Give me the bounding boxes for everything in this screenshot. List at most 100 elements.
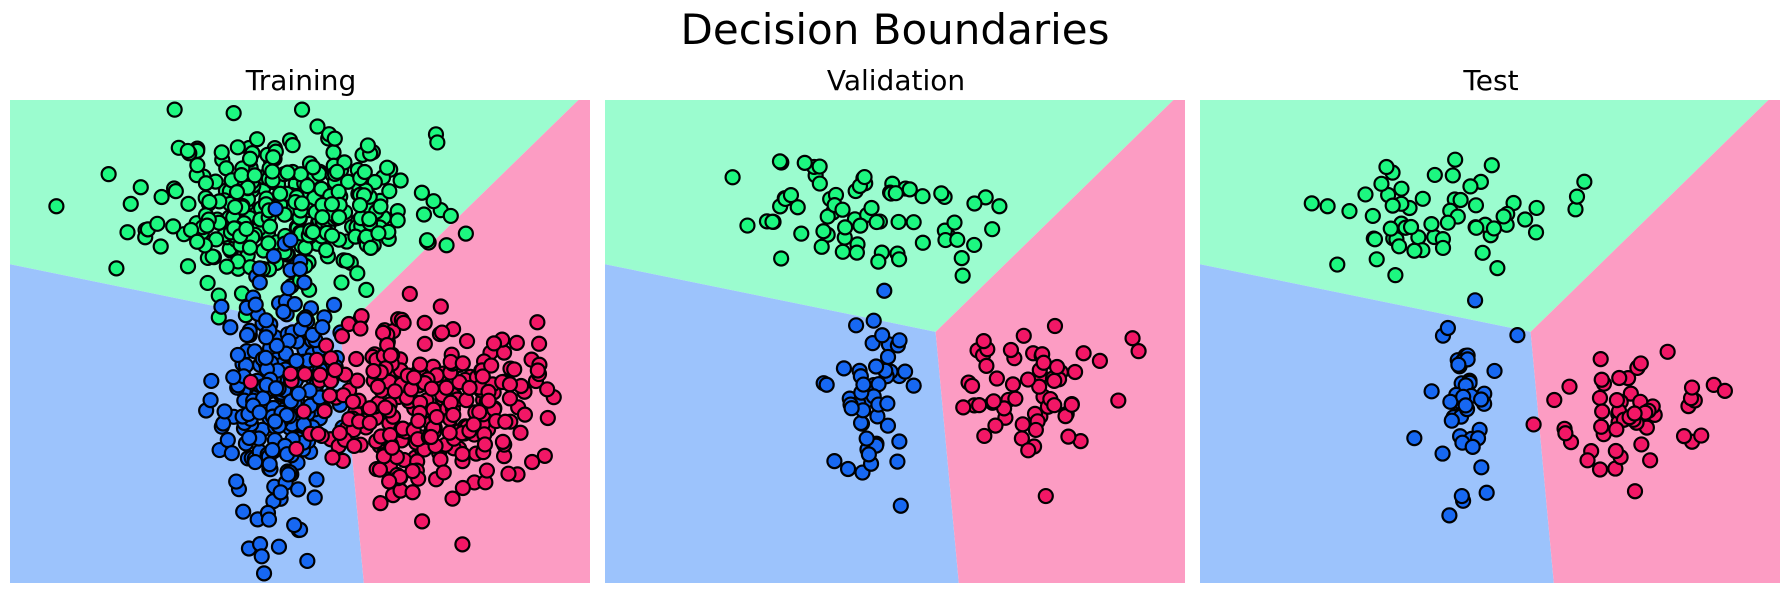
point-pink (1004, 376, 1022, 393)
point-green (304, 159, 322, 176)
point-green (1382, 220, 1399, 237)
point-blue (251, 404, 268, 421)
point-green (890, 213, 907, 231)
point-green (108, 260, 125, 277)
point-pink (512, 424, 529, 441)
point-green (272, 185, 289, 202)
point-pink (454, 479, 471, 497)
point-pink (413, 513, 431, 530)
point-pink (1048, 358, 1066, 376)
point-green (362, 239, 379, 256)
point-blue (891, 433, 908, 450)
point-green (132, 179, 149, 196)
point-green (241, 239, 259, 256)
point-blue (267, 380, 285, 397)
point-blue (258, 329, 275, 346)
point-pink (361, 414, 378, 431)
point-green (180, 195, 197, 212)
point-blue (818, 376, 835, 393)
point-pink (416, 314, 433, 331)
point-green (351, 197, 369, 214)
point-pink (483, 357, 500, 374)
point-green (333, 274, 350, 291)
point-blue (843, 400, 860, 417)
point-pink (963, 377, 981, 394)
point-green (811, 175, 828, 192)
point-pink (1626, 405, 1643, 422)
point-green (323, 227, 341, 244)
point-green (771, 153, 789, 170)
point-blue (892, 497, 909, 514)
panel-test (1200, 100, 1780, 583)
point-green (1495, 208, 1512, 225)
point-pink (1037, 487, 1054, 505)
point-green (1373, 175, 1390, 192)
point-blue (855, 376, 872, 393)
point-green (381, 183, 398, 200)
point-green (1434, 239, 1452, 257)
point-green (856, 168, 873, 186)
region-pink (935, 100, 1185, 583)
point-green (413, 184, 430, 201)
point-pink (1019, 371, 1037, 388)
point-green (228, 184, 246, 201)
point-blue (265, 248, 282, 265)
point-pink (539, 381, 556, 398)
point-pink (976, 427, 993, 445)
point-blue (253, 548, 270, 565)
point-blue (228, 473, 245, 490)
point-green (225, 104, 242, 122)
point-blue (889, 453, 906, 470)
point-pink (529, 362, 546, 379)
point-green (1393, 180, 1410, 197)
point-green (953, 250, 970, 267)
point-pink (381, 473, 398, 490)
point-green (887, 185, 904, 202)
point-pink (1015, 327, 1032, 344)
region-green (1200, 100, 1769, 332)
point-green (811, 158, 828, 175)
point-blue (286, 516, 303, 534)
point-blue (251, 274, 268, 291)
point-green (264, 163, 281, 180)
point-green (1452, 191, 1469, 209)
point-pink (454, 355, 471, 372)
point-pink (978, 357, 995, 374)
point-green (1364, 207, 1381, 225)
point-blue (879, 348, 897, 366)
point-blue (835, 360, 853, 377)
point-pink (1693, 427, 1710, 444)
point-blue (266, 413, 284, 430)
point-pink (485, 335, 503, 352)
point-pink (1020, 442, 1037, 459)
point-pink (1607, 442, 1624, 460)
point-blue (299, 552, 316, 570)
point-green (914, 234, 931, 251)
point-green (793, 225, 810, 242)
point-green (1319, 198, 1336, 215)
point-pink (423, 380, 440, 397)
point-pink (365, 362, 382, 380)
point-blue (905, 377, 922, 394)
point-pink (474, 368, 491, 385)
point-green (189, 157, 206, 174)
point-green (457, 225, 474, 242)
point-blue (876, 282, 893, 299)
point-blue (858, 430, 875, 447)
point-green (1483, 157, 1500, 174)
point-green (149, 215, 166, 232)
point-pink (242, 373, 259, 391)
point-blue (203, 372, 220, 390)
point-pink (361, 400, 378, 417)
point-blue (306, 489, 323, 506)
point-blue (1439, 319, 1456, 337)
point-green (279, 164, 296, 181)
point-pink (288, 440, 305, 457)
point-green (1439, 214, 1456, 231)
point-green (349, 265, 366, 282)
point-pink (1046, 397, 1063, 414)
point-pink (1608, 421, 1625, 438)
point-pink (476, 436, 494, 453)
point-pink (331, 424, 348, 442)
point-pink (480, 392, 497, 409)
